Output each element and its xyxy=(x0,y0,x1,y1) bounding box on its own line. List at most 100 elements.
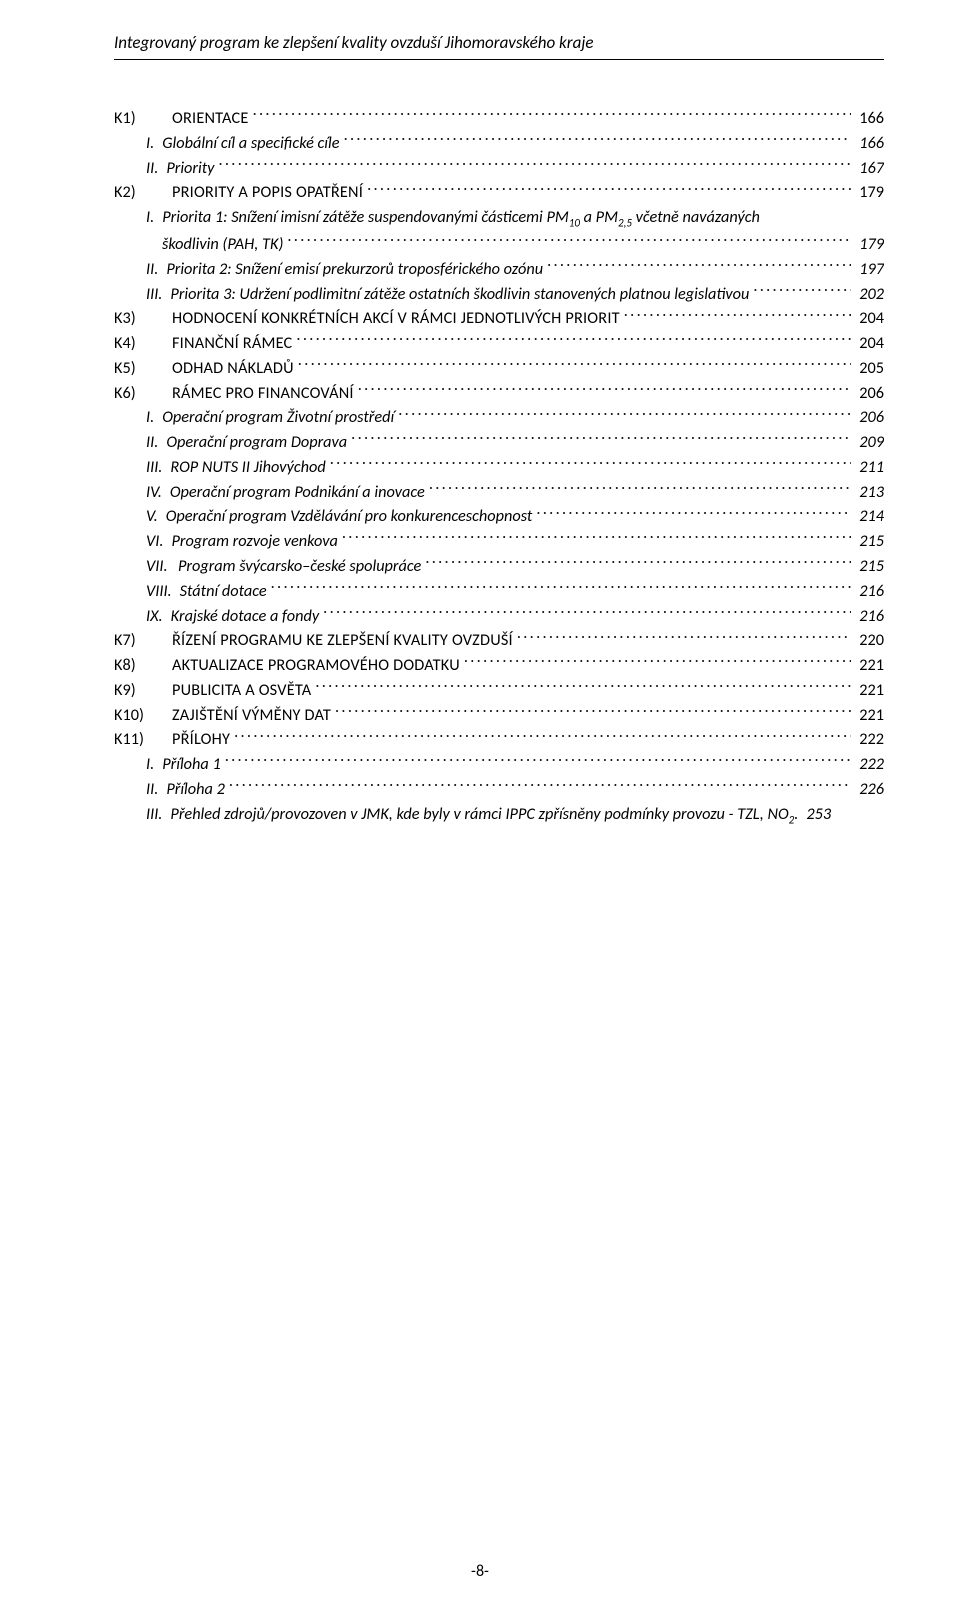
toc-row: K9)PUBLICITA A OSVĚTA221 xyxy=(114,678,884,703)
toc-title: Státní dotace xyxy=(180,579,267,604)
page-number: -8- xyxy=(0,1562,960,1581)
toc-leader-dots xyxy=(367,181,851,197)
toc-leader-dots xyxy=(229,778,851,794)
toc-row: K1)ORIENTACE166 xyxy=(114,106,884,131)
toc-row: K11)PŘÍLOHY222 xyxy=(114,727,884,752)
toc-key: K3) xyxy=(114,306,172,331)
toc-title: FINANČNÍ RÁMEC xyxy=(172,331,292,356)
toc-page: 222 xyxy=(855,752,884,777)
toc-title: Priorita 2: Snížení emisí prekurzorů tro… xyxy=(166,257,543,282)
toc-title: Příloha 2 xyxy=(166,777,225,802)
toc-leader-dots xyxy=(234,728,851,744)
toc-page: 211 xyxy=(855,455,884,480)
toc-row: I.Operační program Životní prostředí206 xyxy=(114,405,884,430)
toc-page: 206 xyxy=(855,381,884,406)
toc-page: 179 xyxy=(855,180,884,205)
toc-page: 226 xyxy=(855,777,884,802)
toc-title: PRIORITY A POPIS OPATŘENÍ xyxy=(172,180,363,205)
toc-title: ŘÍZENÍ PROGRAMU KE ZLEPŠENÍ KVALITY OVZD… xyxy=(172,628,513,653)
toc-title: Krajské dotace a fondy xyxy=(171,604,319,629)
toc-key: VII. xyxy=(114,554,178,579)
toc-page: 253 xyxy=(802,802,831,827)
toc-leader-dots xyxy=(429,480,851,496)
toc-page: 215 xyxy=(855,529,884,554)
toc-title: Program švýcarsko–české spolupráce xyxy=(178,554,421,579)
toc-title: ODHAD NÁKLADŮ xyxy=(172,356,294,381)
toc-title: ZAJIŠTĚNÍ VÝMĚNY DAT xyxy=(172,703,331,728)
toc-leader-dots xyxy=(330,456,851,472)
toc-key: IV. xyxy=(114,480,170,505)
toc-leader-dots xyxy=(298,357,851,373)
toc-leader-dots xyxy=(547,258,851,274)
toc-leader-dots xyxy=(342,530,851,546)
toc-key: III. xyxy=(114,455,170,480)
toc-title: ROP NUTS II Jihovýchod xyxy=(170,455,325,480)
toc-title: Operační program Životní prostředí xyxy=(162,405,394,430)
toc-title: Priority xyxy=(166,156,214,181)
toc-page: 179 xyxy=(855,232,884,257)
toc-row: K8)AKTUALIZACE PROGRAMOVÉHO DODATKU221 xyxy=(114,653,884,678)
toc-key: K10) xyxy=(114,703,172,728)
toc-leader-dots xyxy=(425,555,851,571)
toc-row: VIII.Státní dotace 216 xyxy=(114,579,884,604)
toc-title: ORIENTACE xyxy=(172,106,249,131)
toc-key: II. xyxy=(114,430,166,455)
toc-key: K9) xyxy=(114,678,172,703)
toc-key: I. xyxy=(114,752,162,777)
toc-key: K2) xyxy=(114,180,172,205)
toc-page: 221 xyxy=(855,678,884,703)
toc-title: Program rozvoje venkova xyxy=(171,529,337,554)
toc-leader-dots xyxy=(624,307,851,323)
toc-key: III. xyxy=(114,282,170,307)
toc-key: I. xyxy=(114,131,162,156)
toc-row: K3)HODNOCENÍ KONKRÉTNÍCH AKCÍ V RÁMCI JE… xyxy=(114,306,884,331)
toc-title: Globální cíl a specifické cíle xyxy=(162,131,339,156)
toc-row: II.Operační program Doprava 209 xyxy=(114,430,884,455)
document-page: Integrovaný program ke zlepšení kvality … xyxy=(0,0,960,1609)
toc-row: VII.Program švýcarsko–české spolupráce21… xyxy=(114,554,884,579)
toc-row: I.Příloha 1222 xyxy=(114,752,884,777)
header-rule xyxy=(114,59,884,60)
toc-page: 216 xyxy=(855,604,884,629)
toc-page: 213 xyxy=(855,480,884,505)
toc-row: IV.Operační program Podnikání a inovace 2… xyxy=(114,480,884,505)
toc-key: VI. xyxy=(114,529,171,554)
toc-row: VI.Program rozvoje venkova 215 xyxy=(114,529,884,554)
toc-leader-dots xyxy=(464,654,851,670)
toc-leader-dots xyxy=(536,505,851,521)
toc-title: PŘÍLOHY xyxy=(172,727,230,752)
toc-page: 221 xyxy=(855,653,884,678)
toc-row: III.Priorita 3: Udržení podlimitní zátěž… xyxy=(114,282,884,307)
toc-leader-dots xyxy=(335,703,851,719)
toc-title: Operační program Podnikání a inovace xyxy=(170,480,425,505)
table-of-contents: K1)ORIENTACE166I.Globální cíl a specific… xyxy=(114,106,884,829)
toc-leader-dots xyxy=(753,282,851,298)
toc-page: 216 xyxy=(855,579,884,604)
toc-key: K4) xyxy=(114,331,172,356)
toc-row: III.Přehled zdrojů/provozoven v JMK, kde… xyxy=(114,802,884,829)
toc-key: V. xyxy=(114,504,166,529)
toc-leader-dots xyxy=(253,107,852,123)
toc-title: Operační program Doprava xyxy=(166,430,347,455)
toc-key: K5) xyxy=(114,356,172,381)
toc-row: I.Priorita 1: Snížení imisní zátěže susp… xyxy=(114,205,884,257)
toc-title: Priorita 3: Udržení podlimitní zátěže os… xyxy=(170,282,749,307)
toc-row: III.ROP NUTS II Jihovýchod 211 xyxy=(114,455,884,480)
toc-leader-dots xyxy=(225,753,852,769)
toc-leader-dots xyxy=(315,679,851,695)
toc-page: 166 xyxy=(855,131,884,156)
toc-leader-dots xyxy=(344,131,852,147)
toc-page: 205 xyxy=(855,356,884,381)
toc-leader-dots xyxy=(398,406,851,422)
toc-row: K10)ZAJIŠTĚNÍ VÝMĚNY DAT 221 xyxy=(114,703,884,728)
toc-page: 221 xyxy=(855,703,884,728)
toc-row: II.Priority167 xyxy=(114,156,884,181)
toc-page: 204 xyxy=(855,331,884,356)
toc-page: 214 xyxy=(855,504,884,529)
toc-page: 209 xyxy=(855,430,884,455)
toc-leader-dots xyxy=(287,233,851,249)
toc-row: IX.Krajské dotace a fondy216 xyxy=(114,604,884,629)
toc-key: VIII. xyxy=(114,579,180,604)
toc-row: K2)PRIORITY A POPIS OPATŘENÍ 179 xyxy=(114,180,884,205)
toc-key: II. xyxy=(114,156,166,181)
